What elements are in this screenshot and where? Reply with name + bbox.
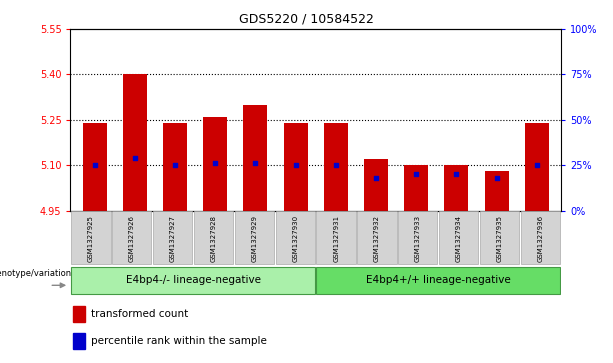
Bar <box>525 123 549 211</box>
Bar <box>74 333 85 349</box>
Bar <box>439 211 478 264</box>
Text: GSM1327935: GSM1327935 <box>497 215 503 262</box>
Bar <box>153 211 192 264</box>
Point <box>371 175 381 181</box>
Bar <box>243 105 267 211</box>
Text: genotype/variation: genotype/variation <box>0 269 72 278</box>
Bar <box>123 74 147 211</box>
Bar <box>484 171 509 211</box>
Text: GSM1327926: GSM1327926 <box>129 215 135 262</box>
Bar <box>235 211 274 264</box>
Bar <box>324 123 348 211</box>
Point <box>210 160 220 166</box>
Point <box>331 162 341 168</box>
Text: percentile rank within the sample: percentile rank within the sample <box>91 336 267 346</box>
Text: GSM1327932: GSM1327932 <box>374 215 380 262</box>
Text: GSM1327930: GSM1327930 <box>292 215 299 262</box>
Text: transformed count: transformed count <box>91 309 188 319</box>
Text: GSM1327929: GSM1327929 <box>251 215 257 262</box>
Point <box>170 162 180 168</box>
Text: GSM1327934: GSM1327934 <box>455 215 462 262</box>
Point <box>411 171 421 177</box>
Text: GSM1327931: GSM1327931 <box>333 215 339 262</box>
Bar <box>284 123 308 211</box>
Bar <box>357 211 397 264</box>
Bar <box>316 211 356 264</box>
Text: E4bp4-/- lineage-negative: E4bp4-/- lineage-negative <box>126 275 261 285</box>
Text: GSM1327936: GSM1327936 <box>538 215 544 262</box>
Text: GSM1327928: GSM1327928 <box>210 215 216 262</box>
Text: GDS5220 / 10584522: GDS5220 / 10584522 <box>239 13 374 26</box>
Point <box>251 160 261 166</box>
Bar <box>316 267 560 294</box>
Point <box>492 175 501 181</box>
Text: GSM1327927: GSM1327927 <box>170 215 176 262</box>
Bar <box>83 123 107 211</box>
Bar <box>71 211 110 264</box>
Bar <box>398 211 438 264</box>
Bar <box>203 117 227 211</box>
Bar <box>71 267 315 294</box>
Point <box>130 155 140 161</box>
Text: E4bp4+/+ lineage-negative: E4bp4+/+ lineage-negative <box>366 275 511 285</box>
Point <box>89 162 99 168</box>
Bar <box>276 211 315 264</box>
Point <box>452 171 462 177</box>
Text: GSM1327933: GSM1327933 <box>415 215 421 262</box>
Bar <box>444 165 468 211</box>
Bar <box>364 159 388 211</box>
Bar <box>521 211 560 264</box>
Text: GSM1327925: GSM1327925 <box>88 215 94 262</box>
Bar <box>74 306 85 322</box>
Bar <box>112 211 151 264</box>
Bar <box>480 211 519 264</box>
Point <box>532 162 542 168</box>
Bar <box>404 165 428 211</box>
Bar <box>163 123 187 211</box>
Bar <box>194 211 233 264</box>
Point <box>291 162 300 168</box>
